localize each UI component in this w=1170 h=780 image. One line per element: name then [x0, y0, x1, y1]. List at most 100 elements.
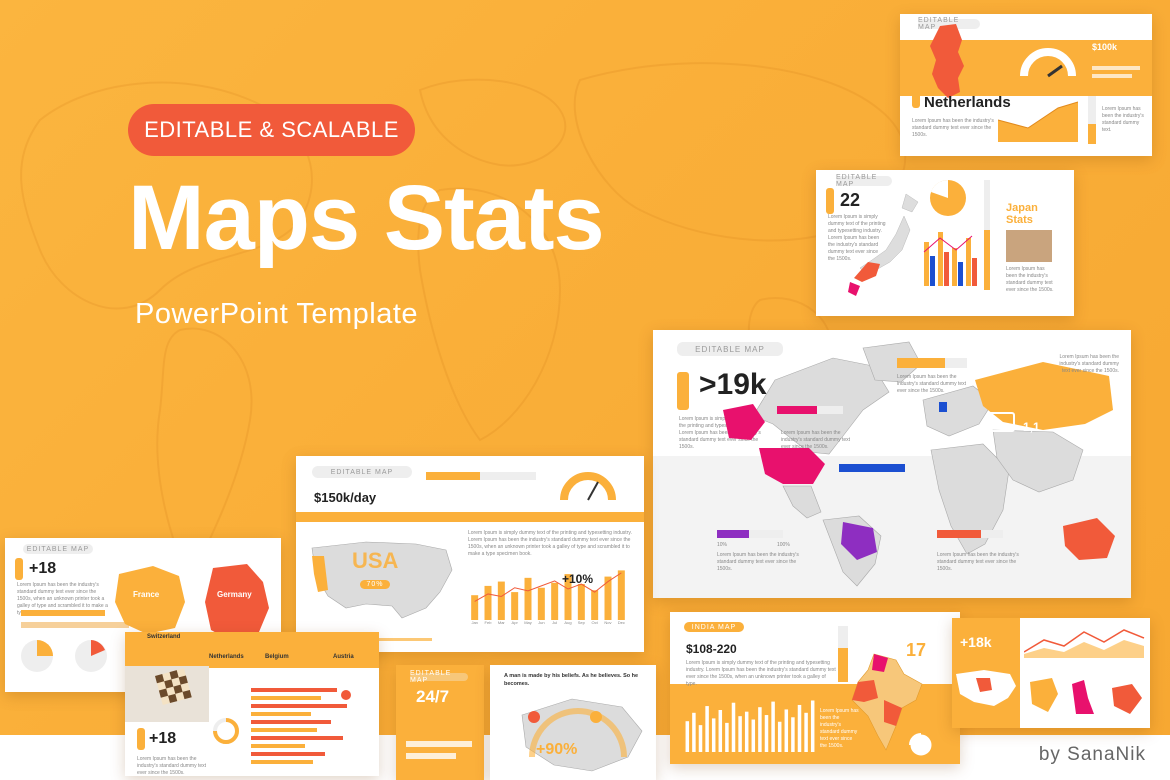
- world-note-5: Lorem Ipsum has been the industry's stan…: [1059, 354, 1119, 374]
- world-note-4: Lorem Ipsum has been the industry's stan…: [897, 374, 967, 394]
- usa-bar: [577, 584, 585, 620]
- india-bar: [738, 716, 742, 752]
- slide-world: EDITABLE MAP >19k Lorem Ipsum is simply …: [653, 330, 1131, 598]
- country-label: Austria: [333, 654, 354, 660]
- asia-number: 24/7: [416, 687, 450, 706]
- europe-number: +18: [149, 730, 177, 747]
- india-bar: [692, 712, 696, 752]
- pct-min: 10%: [717, 542, 728, 548]
- usa-month-label: Mar: [497, 620, 505, 625]
- usa-bar-chart: [471, 570, 625, 620]
- japan-title-2: Stats: [1006, 214, 1033, 226]
- usa-bar: [484, 585, 492, 620]
- asia-quote: A man is made by his beliefs. As he beli…: [504, 673, 639, 687]
- usa-month-label: May: [524, 620, 532, 625]
- state-shapes: [1030, 678, 1142, 714]
- india-bar: [804, 712, 808, 752]
- india-bar: [784, 709, 789, 752]
- france-pill: EDITABLE MAP: [23, 544, 93, 554]
- usa-bar: [617, 570, 625, 620]
- world-stat: 1,1: [1023, 420, 1040, 434]
- usa-month-label: Dec: [617, 620, 625, 625]
- gauge-icon: [1020, 48, 1076, 78]
- usa-bar: [524, 577, 532, 620]
- usa-month-label: Jun: [538, 620, 545, 625]
- tag: [137, 728, 145, 750]
- usa-month-label: Jan: [471, 620, 478, 625]
- netherlands-map: [930, 24, 964, 98]
- netherlands-pill: EDITABLE MAP: [918, 17, 980, 31]
- japan-bar-chart: [923, 232, 977, 286]
- lorem-text: Lorem Ipsum is simply dummy text of the …: [679, 416, 762, 450]
- lorem-text: Lorem Ipsum has been the industry's stan…: [1102, 106, 1144, 133]
- india-map: [851, 653, 923, 751]
- india-bar: [731, 702, 736, 752]
- lorem-text: Lorem Ipsum is simply dummy text of the …: [686, 660, 836, 687]
- usa-chart-label: +10%: [562, 572, 594, 586]
- ring-chart: [213, 718, 239, 744]
- india-bar: [725, 722, 729, 752]
- lorem-text: Lorem Ipsum has been the industry's stan…: [820, 708, 859, 749]
- author-credit: by SanaNik: [1038, 744, 1146, 765]
- slide-usa: EDITABLE MAP $150k/day USA 70% Lorem Ips…: [296, 456, 644, 652]
- india-bar: [705, 706, 709, 752]
- india-bar: [685, 721, 690, 752]
- japan-map: [848, 193, 919, 296]
- lorem-text: Lorem Ipsum has been the industry's stan…: [1006, 266, 1054, 293]
- pie-chart: [21, 640, 53, 672]
- slide-asia-map: A man is made by his beliefs. As he beli…: [490, 665, 656, 780]
- lorem-text: Lorem Ipsum is simply dummy text of the …: [468, 530, 632, 557]
- area-chart: [998, 101, 1078, 142]
- india-bar-chart: [685, 700, 815, 752]
- slide-europe: Switzerland Netherlands Belgium Austria …: [125, 632, 379, 776]
- lorem-text: Lorem Ipsum is simply dummy text of the …: [828, 214, 886, 262]
- usa-bar: [604, 576, 612, 620]
- usa-month-label: Jul: [552, 620, 558, 625]
- india-pill: INDIA MAP: [684, 622, 744, 632]
- asia-map: [521, 698, 643, 772]
- usa-month-label: Sep: [577, 620, 585, 625]
- germany-label: Germany: [217, 590, 252, 599]
- world-pill: EDITABLE MAP: [677, 342, 783, 356]
- tag: [826, 188, 834, 214]
- chess-photo: [125, 666, 209, 722]
- country-label: Switzerland: [147, 634, 181, 640]
- india-bar: [810, 700, 815, 752]
- ring-chart: [907, 731, 935, 759]
- asia-pct: +90%: [536, 741, 578, 758]
- netherlands-country: Netherlands: [924, 94, 1011, 111]
- editable-badge: EDITABLE & SCALABLE: [128, 104, 415, 156]
- world-note-2: Lorem Ipsum has been the industry's stan…: [937, 552, 1019, 572]
- page-subtitle: PowerPoint Template: [135, 298, 419, 330]
- netherlands-value: $100k: [1092, 42, 1118, 52]
- usa-bar: [591, 590, 599, 620]
- usa-bar: [551, 582, 559, 620]
- india-bar: [797, 704, 802, 752]
- usa-month-label: Feb: [484, 620, 492, 625]
- world-number: >19k: [699, 368, 767, 401]
- usa-badge: 70%: [360, 580, 390, 589]
- pct-max: 100%: [777, 542, 790, 548]
- india-bar: [744, 711, 749, 752]
- country-label: Belgium: [265, 654, 289, 660]
- france-number: +18: [29, 560, 57, 577]
- usa-month-label: Nov: [604, 620, 612, 625]
- japan-title-1: Japan: [1006, 202, 1038, 214]
- country-label: Netherlands: [209, 654, 244, 660]
- usa-small-number: +18k: [960, 634, 992, 650]
- usa-pill: EDITABLE MAP: [312, 466, 412, 478]
- japan-number: 22: [840, 190, 861, 210]
- india-bar: [718, 710, 723, 752]
- line-chart: [1024, 629, 1145, 658]
- japan-pill: EDITABLE MAP: [836, 174, 892, 188]
- india-value: $108-220: [686, 642, 737, 656]
- france-label: France: [133, 590, 160, 599]
- page-title: Maps Stats: [128, 167, 605, 269]
- france-germany-map: [115, 564, 269, 642]
- usa-bar: [511, 592, 519, 620]
- europe-bar-chart: [251, 688, 347, 764]
- india-bar: [764, 715, 769, 752]
- slide-japan: EDITABLE MAP 22 Lorem Ipsum is simply du…: [816, 170, 1074, 316]
- usa-value: $150k/day: [314, 490, 377, 505]
- gauge-icon: [560, 472, 616, 501]
